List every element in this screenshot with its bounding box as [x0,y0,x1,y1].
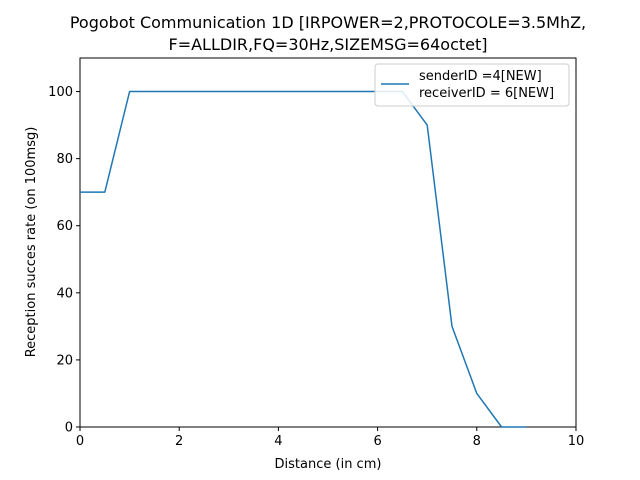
legend-entry-line-2: receiverID = 6[NEW] [419,86,554,101]
plot-frame [79,57,577,428]
y-tick-label: 20 [56,353,73,368]
series-layer [80,90,527,428]
x-tick-label: 2 [175,434,183,449]
x-tick-label: 0 [76,434,84,449]
y-axis: 0 20 40 60 80 100 [48,85,80,436]
legend: senderID =4[NEW] receiverID = 6[NEW] [374,63,570,107]
x-tick-label: 4 [274,434,282,449]
series-line [80,90,527,428]
plot-area [79,57,577,428]
x-tick-label: 6 [373,434,381,449]
chart-title-line-2: F=ALLDIR,FQ=30Hz,SIZEMSG=64octet] [169,35,488,54]
x-axis-label: Distance (in cm) [275,457,382,472]
x-axis: 0 2 4 6 8 10 [76,427,584,449]
y-axis-label: Reception succes rate (on 100msg) [24,127,39,358]
x-tick-label: 8 [473,434,481,449]
y-tick-label: 100 [48,85,73,100]
y-tick-label: 40 [56,286,73,301]
y-tick-label: 60 [56,219,73,234]
y-tick-label: 0 [65,421,73,436]
y-tick-label: 80 [56,152,73,167]
x-tick-label: 10 [568,434,585,449]
legend-box [374,63,570,107]
chart-title-line-1: Pogobot Communication 1D [IRPOWER=2,PROT… [70,13,586,32]
legend-entry-line-1: senderID =4[NEW] [419,69,542,84]
